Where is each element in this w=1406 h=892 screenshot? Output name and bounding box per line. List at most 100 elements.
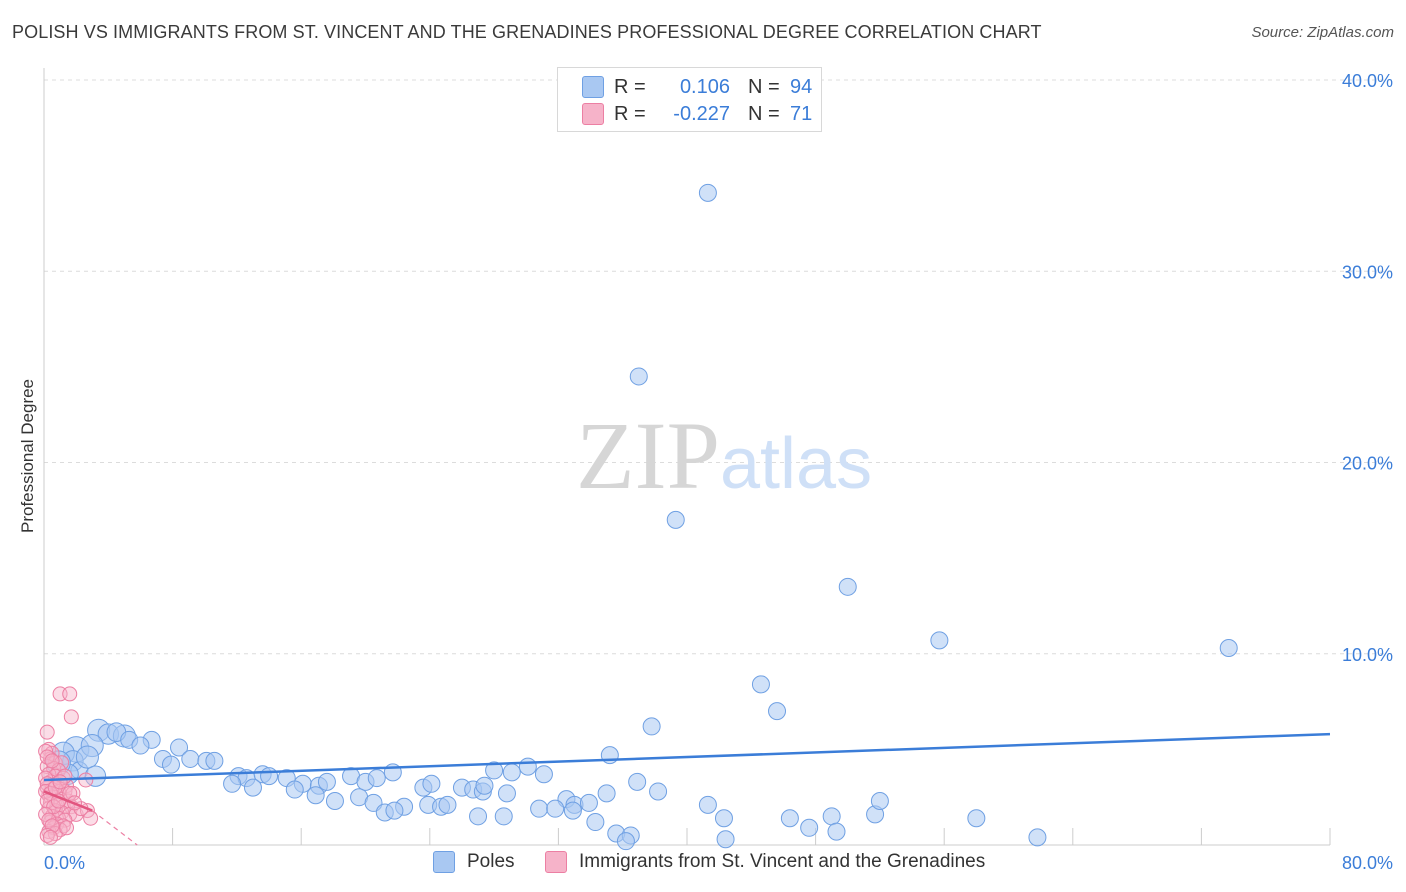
data-point-poles <box>822 807 841 826</box>
data-point-poles <box>518 757 537 776</box>
data-point-poles <box>170 738 189 757</box>
data-point-poles <box>260 767 279 786</box>
x-tick-label: 0.0% <box>44 853 85 873</box>
data-point-poles <box>385 801 404 820</box>
legend-swatch-immigrants <box>582 103 604 125</box>
y-tick-label: 20.0% <box>1342 454 1393 474</box>
axes <box>43 68 1331 846</box>
data-point-poles <box>502 763 521 782</box>
data-point-poles <box>546 799 565 818</box>
y-axis-label: Professional Degree <box>18 378 37 534</box>
data-point-poles <box>285 780 304 799</box>
data-point-immigrants <box>59 820 75 836</box>
data-point-poles <box>306 786 325 805</box>
x-tick-label: 80.0% <box>1342 853 1393 873</box>
data-point-immigrants <box>78 772 94 788</box>
trend-lines <box>43 732 1331 846</box>
legend-row-immigrants: R = -0.227 N = 71 <box>582 101 812 127</box>
bottom-legend-label-immigrants: Immigrants from St. Vincent and the Gren… <box>579 851 986 872</box>
data-point-poles <box>534 765 553 784</box>
correlation-legend: R = 0.106 N = 94 R = -0.227 N = 71 <box>557 67 822 132</box>
data-point-poles <box>780 809 799 828</box>
data-point-immigrants <box>44 753 60 769</box>
data-point-poles <box>870 792 889 811</box>
trend-line-immigrants-extension <box>91 810 138 846</box>
data-point-poles <box>1028 828 1047 847</box>
data-point-poles <box>530 799 549 818</box>
trend-line-poles <box>43 732 1331 782</box>
data-point-poles <box>181 749 200 768</box>
data-point-poles <box>642 717 661 736</box>
legend-r-value: 0.106 <box>679 75 730 98</box>
y-tick-label: 10.0% <box>1342 645 1393 665</box>
data-point-immigrants <box>38 770 54 786</box>
watermark-zip: ZIP <box>576 402 720 509</box>
data-point-immigrants <box>62 686 78 702</box>
bottom-legend-swatch-poles <box>433 851 455 873</box>
data-point-poles <box>579 793 598 812</box>
data-point-poles <box>325 792 344 811</box>
data-point-poles <box>800 818 819 837</box>
trend-line-immigrants <box>43 790 93 812</box>
data-point-poles <box>967 809 986 828</box>
data-point-poles <box>586 813 605 832</box>
data-point-poles <box>469 807 488 826</box>
data-point-immigrants <box>44 818 60 834</box>
bottom-legend-swatch-immigrants <box>545 851 567 873</box>
data-point-poles <box>616 832 635 851</box>
legend-n-value: 71 <box>790 102 813 125</box>
data-point-immigrants <box>52 774 68 790</box>
source-label: Source: ZipAtlas.com <box>1251 24 1394 41</box>
data-point-poles <box>438 795 457 814</box>
data-point-immigrants <box>65 785 81 801</box>
legend-r-label: R = <box>614 102 646 125</box>
legend-n-value: 94 <box>790 75 813 98</box>
data-point-poles <box>597 784 616 803</box>
data-point-poles <box>649 782 668 801</box>
data-point-poles <box>422 774 441 793</box>
data-point-poles <box>698 183 717 202</box>
tick-labels: 10.0% 20.0% 30.0% 40.0% 0.0% 80.0% <box>44 71 1393 873</box>
data-point-poles <box>475 776 494 795</box>
data-point-poles <box>161 755 180 774</box>
legend-n-label: N = <box>748 102 780 125</box>
data-point-poles <box>131 736 150 755</box>
series-poles-points <box>46 183 1238 851</box>
bottom-legend-poles: Poles <box>433 851 515 873</box>
data-point-poles <box>1219 639 1238 658</box>
data-point-poles <box>629 367 648 386</box>
data-point-poles <box>827 822 846 841</box>
legend-row-poles: R = 0.106 N = 94 <box>582 74 812 100</box>
legend-n-label: N = <box>748 75 780 98</box>
data-point-poles <box>768 702 787 721</box>
data-point-poles <box>494 807 513 826</box>
data-point-poles <box>628 772 647 791</box>
data-point-immigrants <box>42 829 58 845</box>
legend-r-value: -0.227 <box>673 102 730 125</box>
data-point-poles <box>716 830 735 849</box>
data-point-poles <box>930 631 949 650</box>
legend-r-label: R = <box>614 75 646 98</box>
data-point-poles <box>223 774 242 793</box>
data-point-poles <box>751 675 770 694</box>
data-point-poles <box>75 745 99 769</box>
data-point-poles <box>714 809 733 828</box>
chart-title: POLISH VS IMMIGRANTS FROM ST. VINCENT AN… <box>12 22 1042 42</box>
data-point-poles <box>838 577 857 596</box>
data-point-poles <box>205 751 224 770</box>
data-point-poles <box>485 761 504 780</box>
bottom-legend-label-poles: Poles <box>467 851 515 872</box>
bottom-legend-immigrants: Immigrants from St. Vincent and the Gren… <box>545 851 985 873</box>
data-point-poles <box>317 772 336 791</box>
data-point-poles <box>698 795 717 814</box>
data-point-poles <box>84 765 107 787</box>
data-point-immigrants <box>39 724 55 740</box>
y-tick-label: 40.0% <box>1342 71 1393 91</box>
data-point-poles <box>497 784 516 803</box>
data-point-poles <box>563 801 582 820</box>
legend-swatch-poles <box>582 76 604 98</box>
grid-lines <box>44 79 1394 655</box>
data-point-poles <box>666 510 685 529</box>
watermark-atlas: atlas <box>720 424 872 504</box>
